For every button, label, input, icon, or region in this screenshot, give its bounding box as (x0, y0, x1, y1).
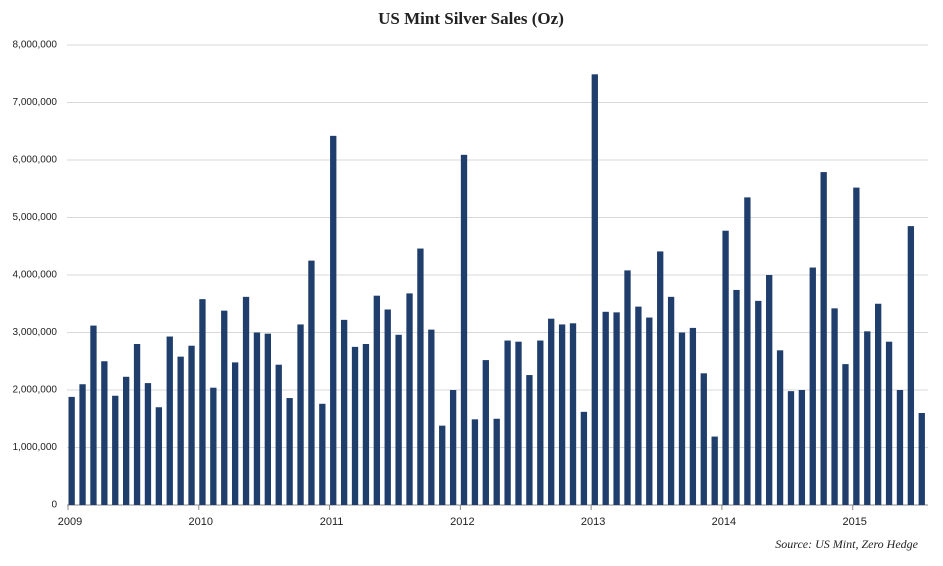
bar (766, 275, 773, 505)
y-tick-label: 6,000,000 (13, 155, 58, 166)
bar (646, 317, 653, 505)
bar (242, 296, 250, 505)
y-tick-label: 1,000,000 (13, 442, 58, 453)
bar (602, 311, 609, 505)
bar (885, 341, 893, 505)
bar (787, 391, 795, 505)
bar (221, 310, 228, 505)
bar (297, 324, 304, 505)
y-tick-label: 2,000,000 (13, 385, 58, 396)
bar (428, 329, 435, 505)
bar (395, 334, 402, 505)
bar (504, 340, 511, 505)
bar (678, 332, 686, 505)
bar (308, 260, 315, 505)
bar (831, 308, 838, 505)
bar (798, 390, 806, 505)
bar (624, 270, 631, 505)
bar (548, 318, 555, 505)
bar (231, 362, 239, 505)
bar (362, 344, 370, 505)
bar (526, 375, 533, 505)
bar (177, 356, 184, 505)
bar (918, 413, 925, 505)
bar (515, 341, 522, 505)
bar (68, 396, 75, 505)
bar (482, 360, 489, 505)
bar (439, 425, 446, 505)
x-tick-label: 2013 (581, 516, 605, 528)
bar (264, 333, 271, 505)
bar (384, 309, 391, 505)
bar (689, 327, 697, 505)
bar (493, 418, 500, 505)
bar (188, 345, 195, 505)
bar (199, 299, 206, 505)
bar (875, 303, 882, 505)
bar (253, 332, 261, 505)
y-tick-label: 5,000,000 (13, 212, 58, 223)
bar (558, 324, 566, 505)
bar (591, 74, 598, 505)
x-tick-label: 2009 (58, 516, 82, 528)
bar (112, 395, 119, 505)
bar (613, 312, 620, 505)
bar (667, 296, 675, 505)
bar (351, 346, 359, 505)
bar (755, 300, 762, 505)
y-tick-label: 0 (51, 500, 57, 511)
bar (580, 411, 588, 505)
bar (122, 376, 130, 505)
bar (842, 364, 849, 505)
source-note: Source: US Mint, Zero Hedge (775, 537, 918, 551)
bar (733, 289, 740, 505)
bar (460, 154, 468, 505)
bar (635, 306, 642, 505)
x-tick-label: 2011 (320, 516, 344, 528)
bar (79, 384, 86, 505)
bar (569, 323, 577, 505)
bar (340, 319, 348, 505)
bar (330, 135, 337, 505)
bar (700, 373, 707, 505)
x-tick-label: 2015 (842, 516, 866, 528)
y-tick-label: 3,000,000 (13, 327, 58, 338)
bar (90, 325, 97, 505)
bar (722, 230, 729, 505)
bar (319, 403, 326, 505)
bar (744, 197, 751, 505)
y-tick-label: 8,000,000 (13, 40, 58, 51)
bar (144, 383, 152, 505)
y-tick-label: 4,000,000 (13, 270, 58, 281)
bar (449, 390, 457, 505)
bar (537, 340, 544, 505)
bar (286, 398, 293, 505)
chart-title: US Mint Silver Sales (Oz) (378, 9, 564, 28)
bar (820, 172, 827, 505)
bar (133, 344, 141, 505)
bar (711, 436, 718, 505)
bar (809, 267, 816, 505)
bar (275, 364, 282, 505)
x-tick-label: 2012 (450, 516, 474, 528)
bar (853, 187, 860, 505)
bar (417, 248, 424, 506)
bar (657, 251, 664, 505)
bar (896, 390, 904, 505)
y-tick-label: 7,000,000 (13, 97, 58, 108)
bar (864, 331, 871, 505)
bar (406, 293, 413, 505)
x-tick-label: 2010 (189, 516, 213, 528)
bar (166, 336, 173, 505)
bar (155, 407, 163, 505)
bar (373, 295, 380, 505)
bar (210, 387, 217, 505)
bar (471, 419, 479, 505)
x-tick-label: 2014 (712, 516, 736, 528)
bar (907, 226, 915, 505)
bar (776, 350, 784, 505)
bar (101, 361, 108, 505)
